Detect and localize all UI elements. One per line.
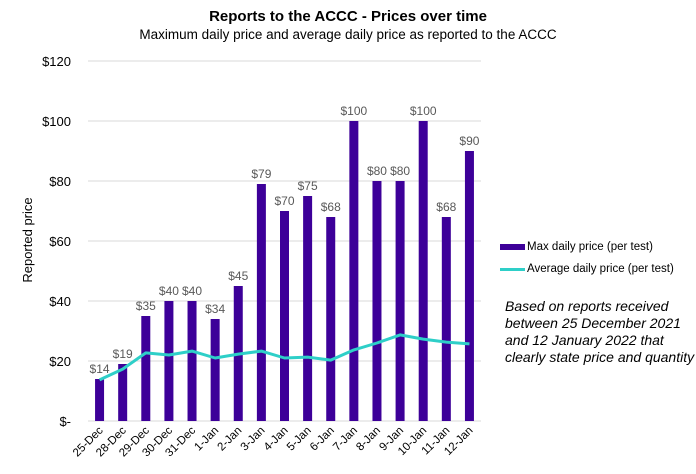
y-axis-label: Reported price: [20, 197, 35, 282]
y-tick-label: $60: [49, 234, 71, 249]
bar: [256, 184, 266, 421]
x-tick-label: 4-Jan: [262, 425, 291, 454]
annotation-note: Based on reports received between 25 Dec…: [505, 298, 695, 365]
y-tick-label: $40: [49, 294, 71, 309]
y-tick-label: $20: [49, 354, 71, 369]
data-label: $68: [321, 200, 341, 214]
data-label: $80: [367, 164, 387, 178]
y-tick-label: $120: [42, 54, 71, 69]
data-label: $70: [274, 194, 294, 208]
x-tick-label: 7-Jan: [331, 425, 360, 454]
bar: [95, 379, 105, 421]
bar: [441, 217, 451, 421]
x-tick-label: 8-Jan: [354, 425, 383, 454]
bar: [464, 151, 474, 421]
data-label: $75: [298, 179, 318, 193]
chart-subtitle: Maximum daily price and average daily pr…: [139, 27, 557, 42]
bar: [280, 211, 289, 421]
legend-swatch-bar: [500, 244, 525, 250]
data-label: $100: [341, 104, 368, 118]
bar: [118, 364, 128, 421]
bar: [303, 196, 313, 421]
data-label: $14: [90, 362, 110, 376]
y-tick-label: $100: [42, 114, 71, 129]
bar: [372, 181, 382, 421]
legend-label-average: Average daily price (per test): [527, 263, 674, 275]
legend-item-max: Max daily price (per test): [500, 241, 653, 253]
data-label: $19: [113, 347, 133, 361]
average-price-line: [98, 333, 470, 382]
bar: [326, 217, 336, 421]
bar: [187, 301, 197, 421]
data-label: $35: [136, 299, 156, 313]
bar: [349, 121, 359, 421]
data-label: $90: [459, 134, 479, 148]
bar: [395, 181, 405, 421]
bar: [418, 121, 428, 421]
bar: [164, 301, 174, 421]
data-label: $34: [205, 302, 225, 316]
chart-title: Reports to the ACCC - Prices over time: [209, 8, 487, 25]
x-tick-label: 1-Jan: [192, 425, 221, 454]
x-tick-label: 5-Jan: [285, 425, 314, 454]
x-tick-label: 6-Jan: [308, 425, 337, 454]
legend-swatch-line: [500, 267, 525, 271]
bar: [141, 316, 151, 421]
legend-item-average: Average daily price (per test): [500, 263, 674, 275]
x-tick-label: 2-Jan: [216, 425, 245, 454]
bar: [210, 319, 220, 421]
data-label: $80: [390, 164, 410, 178]
y-tick-label: $80: [49, 174, 71, 189]
data-label: $68: [436, 200, 456, 214]
data-label: $40: [159, 284, 179, 298]
x-tick-label: 3-Jan: [239, 425, 268, 454]
data-label: $79: [251, 167, 271, 181]
data-label: $100: [410, 104, 437, 118]
legend-label-max: Max daily price (per test): [527, 241, 653, 253]
data-label: $45: [228, 269, 248, 283]
y-tick-label: $-: [59, 414, 71, 429]
data-label: $40: [182, 284, 202, 298]
